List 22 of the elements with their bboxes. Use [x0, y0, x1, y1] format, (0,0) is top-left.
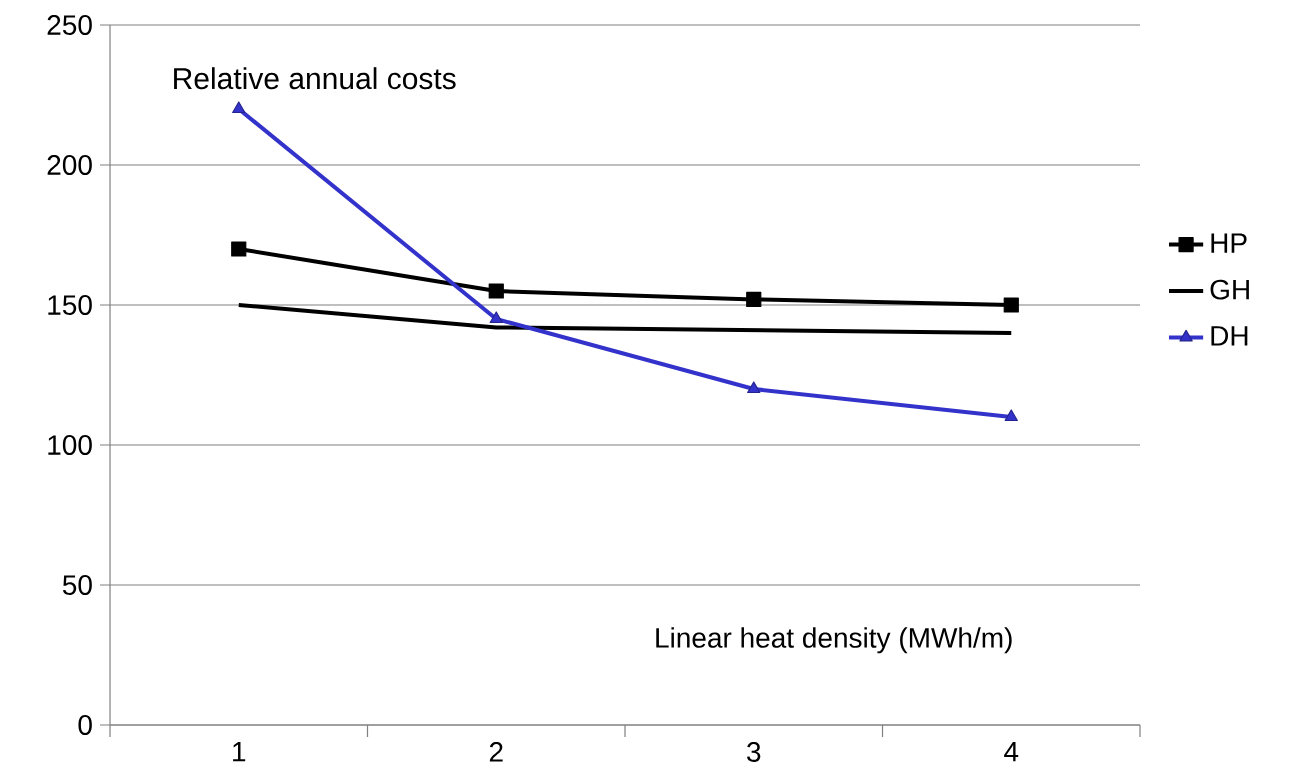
y-tick-label: 200	[47, 155, 92, 175]
point	[1004, 409, 1018, 422]
y-tick-label: 250	[47, 15, 92, 35]
x-axis-title: Linear heat density (MWh/m)	[656, 627, 1012, 654]
y-tick-label: 50	[62, 575, 92, 595]
point	[746, 291, 762, 307]
point	[489, 311, 503, 324]
point	[747, 381, 761, 394]
y-tick-label: 100	[48, 435, 92, 455]
x-tick-label: 1	[233, 742, 246, 762]
point	[231, 241, 247, 257]
y-tick-label: 0	[78, 715, 92, 735]
x-tick-label: 4	[1004, 742, 1019, 762]
y-tick-label: 150	[48, 295, 92, 315]
x-tick-label: 3	[747, 742, 761, 762]
point	[488, 283, 504, 299]
point	[1003, 297, 1019, 313]
y-axis-title: Relative annual costs	[174, 67, 456, 90]
legend-label: DH	[1211, 326, 1248, 346]
legend-label: HP	[1211, 233, 1247, 253]
legend-label: GH	[1210, 279, 1249, 300]
x-tick-label: 2	[489, 742, 503, 762]
